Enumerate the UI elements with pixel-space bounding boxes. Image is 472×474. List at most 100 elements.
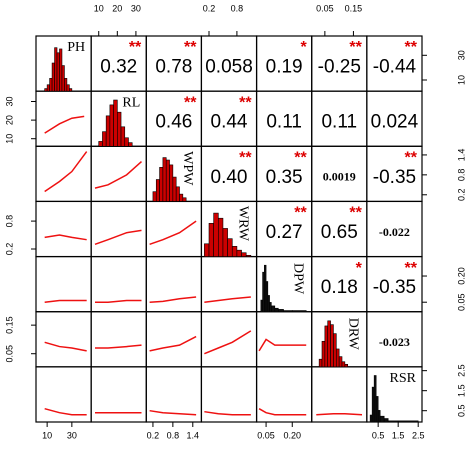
histogram-bar — [113, 99, 118, 147]
histogram-bar — [283, 310, 293, 313]
panel — [90, 200, 147, 258]
x-tick-label: 0.05 — [316, 3, 334, 13]
histogram-bar — [344, 363, 349, 368]
panel — [200, 311, 258, 368]
histogram-bar — [245, 254, 252, 257]
y-tick-label: 0.2 — [456, 189, 466, 202]
panel — [255, 311, 313, 368]
histogram-bar — [213, 212, 219, 257]
histogram-bar — [61, 65, 65, 92]
histogram-bar — [277, 309, 284, 313]
correlation: 0.0019 — [323, 170, 356, 184]
y-tick-label: 2.5 — [456, 364, 466, 377]
histogram-bar — [227, 238, 233, 257]
x-tick-label: 0.8 — [231, 3, 244, 13]
y-tick-label: 20 — [4, 115, 14, 125]
significance-stars: * — [300, 39, 307, 56]
significance-stars: ** — [349, 39, 362, 56]
histogram-bar — [98, 141, 103, 147]
histogram-bar — [51, 62, 55, 92]
x-tick-label: 0.2 — [147, 430, 160, 440]
significance-stars: ** — [405, 260, 418, 277]
histogram-bar — [162, 157, 167, 202]
correlation: -0.25 — [318, 57, 361, 78]
trend-line — [95, 344, 142, 349]
y-tick-label: 0.2 — [4, 243, 14, 256]
correlation: 0.18 — [321, 277, 358, 298]
x-tick-label: 10 — [94, 3, 104, 13]
x-tick-label: 0.5 — [372, 430, 385, 440]
histogram-bar — [124, 137, 129, 147]
y-tick-label: 30 — [456, 50, 466, 60]
variable-name: PH — [67, 40, 85, 55]
correlation: 0.32 — [100, 57, 137, 78]
panel — [90, 311, 147, 368]
correlation: 0.44 — [211, 112, 248, 133]
histogram-bar — [169, 164, 174, 202]
trend-line — [204, 410, 251, 416]
significance-stars: ** — [349, 205, 362, 222]
y-tick-label: 0.8 — [4, 215, 14, 228]
histogram-bar — [218, 217, 224, 257]
y-tick-label: 0.20 — [456, 267, 466, 285]
x-tick-label: 1.5 — [392, 430, 405, 440]
histogram-bar — [321, 340, 326, 368]
histogram-bar — [69, 88, 73, 92]
trend-line — [44, 151, 88, 193]
histogram-bar — [241, 252, 247, 257]
x-tick-label: 1.4 — [187, 430, 200, 440]
y-tick-label: 0.05 — [4, 345, 14, 363]
panel — [90, 366, 147, 423]
histogram-bar — [204, 243, 210, 257]
histogram-bar — [274, 307, 279, 313]
histogram-bar — [327, 320, 331, 368]
significance-stars: ** — [405, 150, 418, 167]
histogram-bar — [318, 358, 323, 368]
x-tick-label: 2.5 — [412, 430, 425, 440]
trend-line — [44, 234, 87, 241]
variable-name: RL — [122, 95, 140, 110]
variable-name: WPW — [180, 151, 195, 186]
trend-line — [258, 408, 307, 416]
correlation: 0.19 — [266, 57, 303, 78]
histogram-bar — [152, 191, 157, 202]
histogram-bar — [44, 88, 48, 92]
histogram-bar — [330, 324, 334, 368]
trend-line — [149, 296, 197, 303]
x-tick-label: 0.20 — [283, 430, 301, 440]
histogram-bar — [155, 179, 160, 202]
correlation: -0.35 — [373, 277, 416, 298]
x-tick-label: 20 — [112, 3, 122, 13]
correlation: 0.35 — [266, 167, 303, 188]
correlation: -0.022 — [379, 225, 410, 239]
panel — [35, 200, 92, 258]
x-tick-label: 0.05 — [257, 430, 275, 440]
correlation: 0.11 — [321, 112, 357, 133]
y-tick-label: 1.4 — [456, 149, 466, 162]
histogram-bar — [120, 126, 126, 147]
y-tick-label: 0.8 — [456, 169, 466, 182]
histogram-bar — [165, 159, 170, 202]
trend-line — [44, 115, 85, 134]
histogram-bar — [341, 361, 346, 368]
histogram-bar — [56, 52, 60, 92]
y-tick-label: 10 — [4, 134, 14, 144]
histogram-bar — [49, 78, 53, 92]
panel — [35, 90, 92, 147]
histogram-bar — [271, 305, 276, 313]
trend-line — [44, 299, 87, 303]
x-tick-label: 30 — [67, 430, 77, 440]
histogram-bar — [383, 418, 389, 423]
histogram-bar — [222, 228, 228, 257]
histogram-bar — [375, 396, 379, 423]
trend-line — [149, 409, 197, 416]
correlation: 0.11 — [266, 112, 302, 133]
histogram-bar — [338, 356, 343, 368]
y-tick-label: 0.15 — [4, 316, 14, 334]
histogram-bar — [324, 325, 329, 368]
histogram-bar — [64, 78, 68, 92]
significance-stars: * — [356, 260, 363, 277]
histogram-bar — [379, 415, 385, 423]
trend-line — [204, 296, 251, 303]
trend-line — [94, 161, 142, 189]
